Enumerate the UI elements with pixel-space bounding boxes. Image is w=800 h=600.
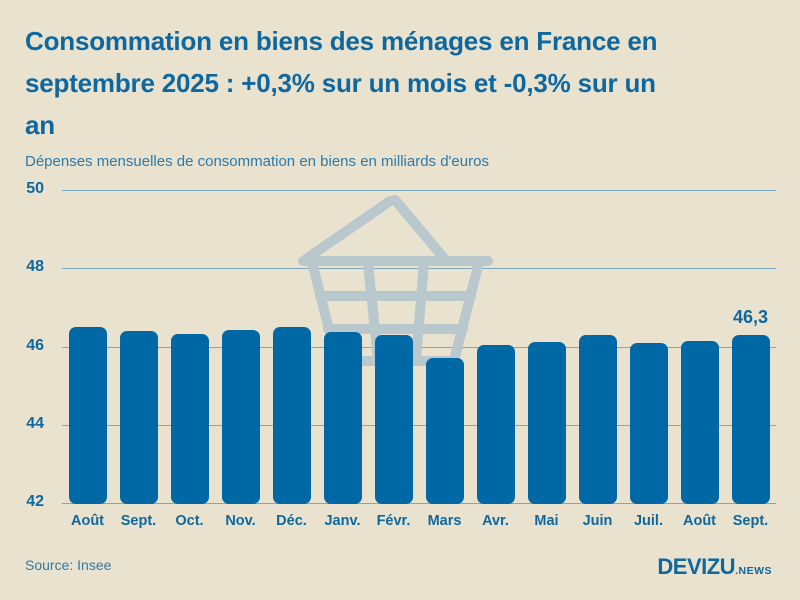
y-axis-label-42: 42 <box>26 493 44 510</box>
x-axis-label-4: Déc. <box>276 513 307 529</box>
bar-sept <box>119 330 158 504</box>
chart-subtitle: Dépenses mensuelles de consommation en b… <box>25 153 489 170</box>
x-axis-label-7: Mars <box>427 513 462 529</box>
bar-janv <box>323 332 362 504</box>
bar-mars <box>425 358 464 504</box>
gridline-42 <box>62 503 776 504</box>
x-axis-label-6: Févr. <box>376 513 411 529</box>
source-label: Source: Insee <box>25 557 112 573</box>
bar-fvr <box>374 334 413 504</box>
devizu-logo-suffix: .NEWS <box>735 565 772 577</box>
page-title-line-2: septembre 2025 : +0,3% sur un mois et -0… <box>25 68 656 98</box>
devizu-logo-main: DEVIZU <box>657 554 736 579</box>
bar-aot <box>680 340 719 504</box>
x-axis-label-10: Juin <box>582 513 613 529</box>
x-axis-label-2: Oct. <box>175 513 204 529</box>
devizu-logo: DEVIZU .NEWS <box>657 554 772 580</box>
x-axis-label-1: Sept. <box>120 513 157 529</box>
bar-juil <box>629 343 668 504</box>
bar-avr <box>476 344 515 504</box>
x-axis-label-12: Août <box>682 513 716 529</box>
page-title-line-3: an <box>25 110 55 140</box>
x-axis-label-9: Mai <box>534 513 559 529</box>
bar-value-label: 46,3 <box>732 306 769 327</box>
gridline-48 <box>62 268 776 270</box>
header: Consommation en biens des ménages en Fra… <box>25 20 785 170</box>
y-axis-label-48: 48 <box>26 258 44 276</box>
y-axis-label-44: 44 <box>26 414 44 432</box>
x-axis-label-11: Juil. <box>633 513 663 529</box>
bar-nov <box>221 330 260 504</box>
bar-mai <box>527 341 566 504</box>
bar-oct <box>170 333 209 504</box>
page-title-line-1: Consommation en biens des ménages en Fra… <box>25 26 658 56</box>
bar-juin <box>578 334 617 504</box>
gridline-50 <box>62 190 776 191</box>
bar-aot <box>68 326 107 504</box>
x-axis-label-3: Nov. <box>225 513 256 529</box>
y-axis-label-46: 46 <box>26 336 44 354</box>
x-axis-label-5: Janv. <box>324 513 361 529</box>
gridline-46 <box>62 346 776 348</box>
x-axis-label-13: Sept. <box>732 513 769 529</box>
y-axis-label-50: 50 <box>26 180 44 197</box>
bar-sept <box>731 334 770 504</box>
x-axis-label-0: Août <box>70 513 104 529</box>
bar-dc <box>272 326 311 504</box>
x-axis-label-8: Avr. <box>482 513 509 529</box>
gridline-44 <box>62 424 776 426</box>
